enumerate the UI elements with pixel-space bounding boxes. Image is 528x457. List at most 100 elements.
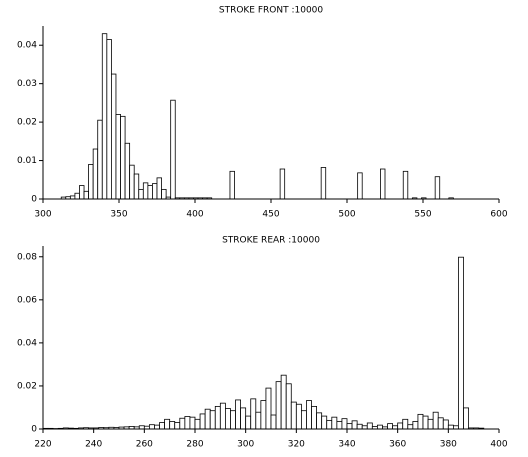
bar: [437, 417, 444, 430]
bar: [154, 424, 160, 430]
bar: [184, 416, 191, 430]
bar: [290, 401, 297, 430]
x-tick-label: 400: [186, 210, 203, 220]
bar: [351, 420, 358, 430]
bar: [164, 418, 171, 430]
bar: [458, 256, 464, 430]
bar: [129, 164, 135, 200]
bar: [341, 418, 348, 430]
x-tick-label: 220: [34, 440, 51, 450]
x-tick-label: 360: [389, 440, 406, 450]
bar: [331, 416, 338, 430]
bar: [265, 387, 272, 430]
x-tick-label: 320: [288, 440, 305, 450]
bar: [240, 407, 247, 430]
bar: [111, 73, 117, 200]
bar: [219, 402, 226, 430]
bar: [320, 167, 327, 200]
bar: [214, 405, 221, 430]
bar: [133, 173, 140, 200]
y-tick-label: 0.04: [17, 338, 37, 348]
bar: [432, 411, 439, 430]
bar: [174, 422, 181, 430]
bar: [280, 374, 287, 430]
bar: [422, 415, 429, 430]
x-tick-label: 400: [490, 440, 507, 450]
y-tick-label: 0: [31, 425, 37, 435]
bar: [275, 381, 282, 430]
bar: [156, 177, 162, 200]
bar: [161, 188, 167, 200]
bar: [147, 185, 153, 200]
x-tick-label: 280: [186, 440, 203, 450]
bar: [79, 185, 85, 200]
y-tick-label: 0.02: [17, 381, 37, 391]
bar: [306, 400, 312, 430]
bar: [120, 115, 126, 200]
x-tick-label: 380: [440, 440, 457, 450]
x-tick-label: 500: [338, 210, 355, 220]
bar: [434, 176, 441, 200]
bar: [250, 398, 257, 430]
y-tick-label: 0.08: [17, 252, 37, 262]
bar: [235, 399, 242, 430]
y-tick-label: 0: [31, 195, 37, 205]
bar: [366, 422, 373, 430]
bar: [447, 424, 454, 430]
bar: [356, 423, 363, 430]
bar: [224, 408, 231, 430]
bar: [346, 423, 353, 430]
bar: [326, 419, 333, 430]
bar: [397, 422, 404, 430]
bar: [270, 414, 277, 430]
bar: [380, 168, 386, 200]
bar: [357, 172, 363, 200]
bar: [417, 413, 424, 430]
bar: [311, 405, 317, 430]
x-tick-label: 600: [490, 210, 507, 220]
bar: [260, 400, 267, 430]
y-tick-label: 0.06: [17, 295, 37, 305]
bar: [194, 418, 201, 430]
y-tick-label: 0.01: [17, 156, 37, 166]
x-tick-label: 550: [414, 210, 431, 220]
bar: [74, 192, 80, 200]
bar: [106, 39, 112, 200]
bar: [204, 408, 211, 430]
x-tick-label: 350: [110, 210, 127, 220]
bar: [209, 410, 216, 430]
bar: [285, 383, 292, 430]
x-tick-label: 450: [262, 210, 279, 220]
y-tick-label: 0.03: [17, 79, 37, 89]
bar: [376, 424, 383, 430]
bar: [300, 410, 307, 430]
bar: [101, 33, 108, 200]
x-tick-label: 300: [237, 440, 254, 450]
x-tick-label: 300: [34, 210, 51, 220]
bar: [279, 168, 286, 200]
bar: [255, 411, 262, 430]
bar: [189, 416, 196, 430]
bar: [179, 417, 186, 430]
bar: [442, 419, 449, 430]
bar: [427, 418, 434, 430]
bar: [402, 170, 409, 200]
bar: [169, 421, 176, 430]
bar: [407, 424, 414, 430]
bar: [321, 415, 328, 430]
bar: [159, 422, 166, 430]
bar: [199, 413, 206, 430]
bar: [336, 421, 343, 430]
bar: [402, 418, 409, 430]
bar: [83, 190, 90, 200]
bar: [152, 183, 158, 200]
chart-title: STROKE FRONT :10000: [219, 6, 324, 16]
x-tick-label: 240: [85, 440, 102, 450]
chart-title: STROKE REAR :10000: [222, 236, 320, 246]
bar: [170, 99, 176, 200]
y-tick-label: 0.04: [17, 41, 37, 51]
bar: [295, 403, 302, 430]
bar: [387, 423, 393, 430]
bar: [138, 188, 144, 200]
